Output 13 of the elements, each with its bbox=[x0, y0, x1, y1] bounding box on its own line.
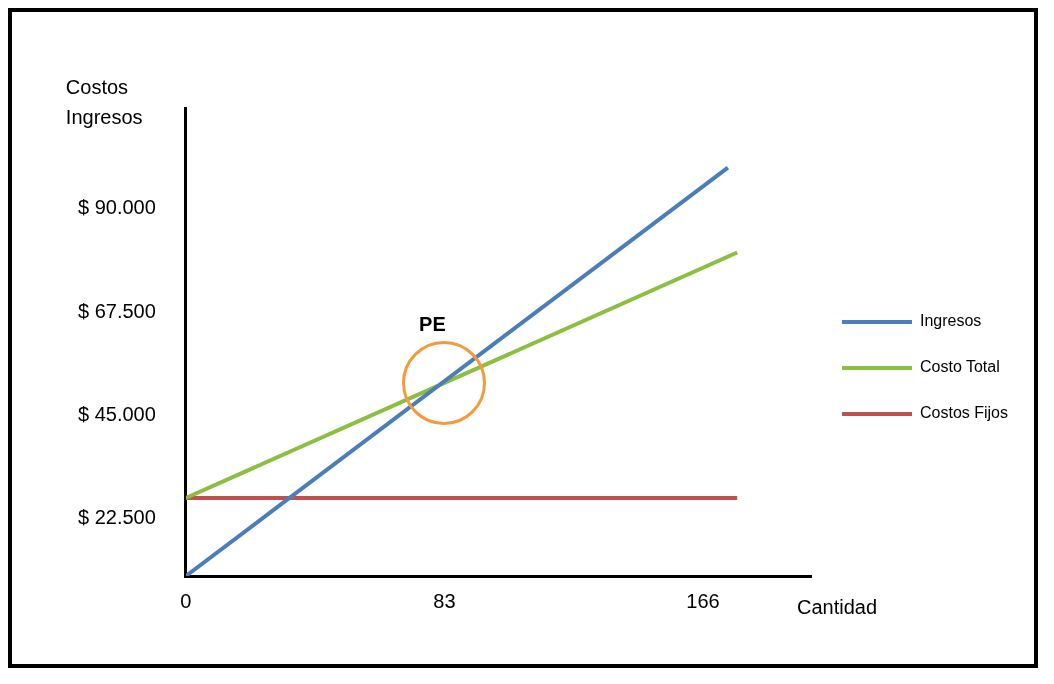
x-tick-label: 0 bbox=[180, 589, 192, 612]
legend-label: Costo Total bbox=[919, 358, 1000, 376]
y-axis-title: Costos Ingresos bbox=[65, 75, 143, 128]
legend-label: Costos Fijos bbox=[919, 404, 1009, 422]
x-axis-title: Cantidad bbox=[796, 595, 878, 618]
y-tick-label: $ 45.000 bbox=[77, 402, 156, 425]
x-tick-label: 83 bbox=[433, 589, 456, 612]
y-tick-label: $ 22.500 bbox=[77, 506, 156, 529]
annotation: PE bbox=[419, 312, 446, 335]
y-tick-label: $ 67.500 bbox=[77, 299, 156, 322]
legend-label: Ingresos bbox=[919, 312, 982, 330]
x-tick-label: 166 bbox=[686, 589, 720, 612]
y-tick-label: $ 90.000 bbox=[77, 196, 156, 219]
